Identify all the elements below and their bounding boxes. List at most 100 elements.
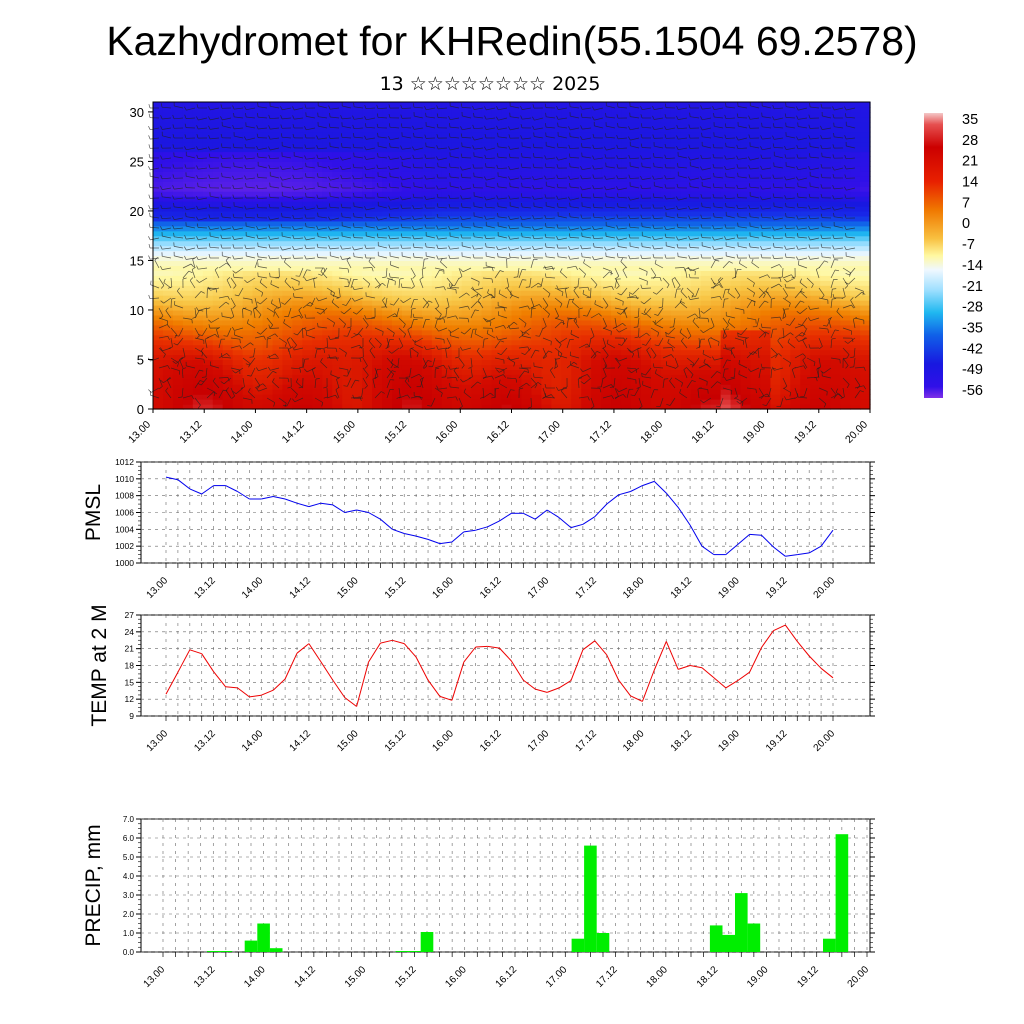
x-tick-label: 16.00 (443, 964, 469, 990)
pmsl-line-segment (237, 491, 250, 500)
temp-line-segment (201, 653, 215, 672)
temp-line-segment (380, 639, 393, 644)
x-tick-label: 15.00 (335, 728, 361, 754)
x-tick-label: 13.00 (142, 964, 168, 990)
y-tick-label: 1010 (115, 474, 134, 484)
pmsl-line-segment (785, 554, 798, 557)
x-tick-label: 17.12 (573, 575, 599, 601)
pmsl-line-segment (594, 503, 608, 518)
x-tick-label: 18.12 (669, 728, 695, 754)
x-tick-label: 19.12 (795, 964, 821, 990)
colorbar-label: 35 (962, 112, 978, 128)
pmsl-line-segment (296, 502, 310, 508)
pmsl-line-segment (427, 538, 441, 545)
pmsl-line-segment (761, 534, 774, 548)
temp-line-segment (582, 640, 596, 651)
x-tick-label: 19.12 (764, 728, 790, 754)
colorbar (924, 113, 943, 398)
x-tick-label: 15.12 (383, 728, 409, 754)
pmsl-line-segment (332, 504, 345, 513)
temp-line-segment (773, 624, 786, 632)
y-tick-label: 1006 (115, 508, 134, 518)
pmsl-line-segment (165, 476, 179, 481)
x-tick-label: 14.12 (288, 728, 314, 754)
colorbar-label: 14 (962, 175, 978, 191)
x-tick-label: 13.00 (145, 728, 171, 754)
temp-line-segment (475, 645, 488, 648)
temp-line-segment (784, 624, 798, 642)
x-tick-label: 15.00 (343, 964, 369, 990)
x-tick-label: 20.00 (843, 419, 870, 446)
x-tick-label: 15.00 (331, 419, 358, 446)
pmsl-line-segment (439, 541, 452, 545)
x-tick-label: 18.12 (689, 419, 716, 446)
pmsl-line-segment (820, 529, 834, 547)
pmsl-line-segment (570, 523, 584, 529)
pmsl-line-segment (415, 535, 429, 540)
temp-line-segment (510, 660, 524, 681)
x-tick-label: 19.00 (745, 964, 771, 990)
x-tick-label: 14.00 (240, 575, 266, 601)
pmsl-line-segment (773, 546, 786, 557)
pmsl-line-segment (677, 507, 691, 526)
x-tick-label: 19.12 (764, 575, 790, 601)
pmsl-line-segment (630, 485, 643, 492)
temp-line-segment (713, 677, 727, 689)
temp-line-segment (415, 656, 429, 681)
pmsl-line-segment (797, 552, 810, 556)
x-tick-label: 18.00 (621, 575, 647, 601)
pmsl-line-segment (344, 509, 357, 513)
pmsl-line-segment (499, 512, 512, 522)
temp-line-segment (487, 645, 500, 649)
pmsl-line-segment (475, 526, 488, 531)
pmsl-line-segment (189, 488, 202, 495)
temp-line-segment (403, 643, 417, 658)
pmsl-line-segment (177, 479, 191, 490)
x-tick-label: 16.12 (494, 964, 520, 990)
x-tick-label: 13.12 (192, 728, 218, 754)
temp-line-segment (749, 647, 762, 673)
pmsl-line-segment (582, 516, 596, 525)
precip-bar (584, 845, 597, 952)
x-tick-label: 20.00 (812, 728, 838, 754)
y-tick-label: 27 (125, 610, 135, 620)
x-tick-label: 13.00 (126, 419, 153, 446)
temp-line-segment (320, 661, 334, 681)
colorbar-label: 0 (962, 216, 970, 232)
pmsl-line-segment (261, 496, 274, 500)
temp-line-segment (594, 640, 608, 656)
y-tick-label: 1004 (115, 524, 134, 534)
pmsl-line-segment (653, 481, 667, 494)
x-tick-label: 18.00 (621, 728, 647, 754)
pmsl-line-segment (320, 502, 333, 506)
x-tick-label: 16.12 (478, 575, 504, 601)
x-tick-label: 20.00 (812, 575, 838, 601)
temp-line-segment (535, 688, 548, 693)
pmsl-line-segment (665, 492, 679, 508)
temp-line-segment (439, 695, 453, 701)
pmsl-line-segment (642, 480, 655, 487)
x-tick-label: 18.00 (645, 964, 671, 990)
temp-line-segment (189, 649, 202, 655)
x-tick-label: 19.00 (716, 575, 742, 601)
x-tick-label: 14.00 (242, 964, 268, 990)
x-tick-label: 19.00 (716, 728, 742, 754)
precip-bar (571, 938, 585, 952)
y-tick-label: 1002 (115, 541, 134, 551)
pmsl-line-segment (808, 545, 822, 554)
pmsl-line-segment (546, 509, 560, 519)
temp-line-segment (678, 665, 691, 670)
precip-bar (735, 893, 748, 952)
x-tick-label: 19.12 (792, 419, 819, 446)
temp-line-segment (249, 694, 262, 698)
y-tick-label: 18 (125, 661, 135, 671)
temp-line-segment (213, 671, 226, 688)
x-tick-label: 14.00 (228, 419, 255, 446)
temp-line-segment (499, 647, 512, 662)
y-tick-label: 9 (129, 711, 134, 721)
temp-line-segment (737, 671, 750, 682)
pmsl-line-segment (725, 544, 739, 555)
y-tick-label: 10 (130, 303, 144, 318)
y-tick-label: 1.0 (123, 929, 135, 938)
